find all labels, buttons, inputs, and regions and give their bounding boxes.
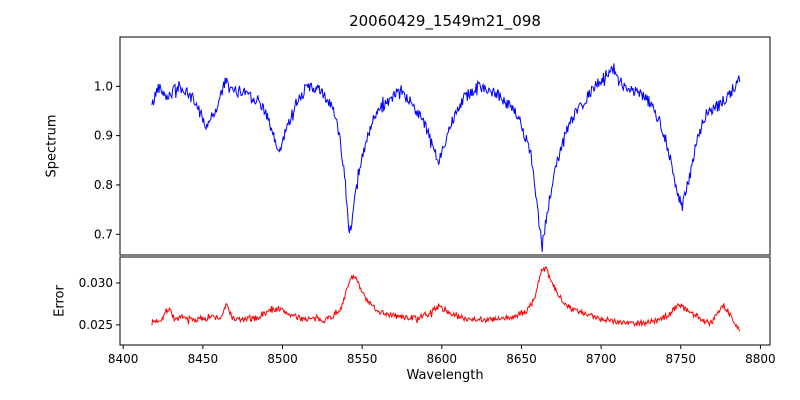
y-tick-label: 0.9 (94, 129, 113, 143)
x-tick-label: 8750 (666, 352, 697, 366)
x-tick-label: 8450 (188, 352, 219, 366)
y-tick-label: 1.0 (94, 79, 113, 93)
spectrum-panel-line (151, 63, 741, 253)
error-panel-axes-frame (119, 256, 771, 346)
y-tick-label: 0.8 (94, 178, 113, 192)
error-panel-line (151, 266, 741, 332)
x-tick-label: 8500 (267, 352, 298, 366)
x-tick-label: 8700 (586, 352, 617, 366)
x-tick-label: 8400 (108, 352, 139, 366)
chart-title: 20060429_1549m21_098 (349, 12, 541, 30)
y-tick-label: 0.7 (94, 227, 113, 241)
x-tick-label: 8600 (427, 352, 458, 366)
x-tick-label: 8550 (347, 352, 378, 366)
x-axis-label: Wavelength (406, 368, 484, 383)
y-tick-label: 0.030 (79, 276, 113, 290)
y-tick-label: 0.025 (79, 318, 113, 332)
spectrum-y-axis-label: Spectrum (44, 114, 60, 178)
x-tick-label: 8800 (745, 352, 776, 366)
error-y-axis-label: Error (52, 285, 68, 317)
spectrum-panel-axes-frame (119, 36, 771, 256)
x-tick-label: 8650 (506, 352, 537, 366)
